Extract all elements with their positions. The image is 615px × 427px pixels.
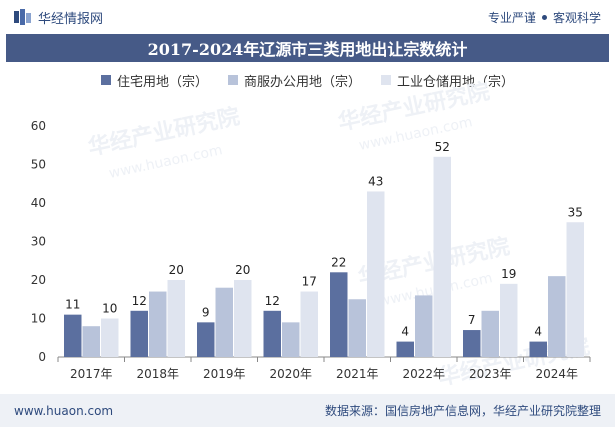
bar [566, 222, 584, 357]
x-tick-label: 2019年 [203, 367, 246, 381]
bar [282, 322, 300, 357]
bar [263, 310, 281, 357]
bar [215, 287, 233, 357]
bar-chart: 华经产业研究院 www.huaon.com 华经产业研究院 www.huaon.… [31, 78, 592, 390]
data-label: 20 [169, 263, 184, 277]
footer-url-link[interactable]: www.huaon.com [14, 403, 114, 418]
axis-layer: 0 10 20 30 40 50 60 2017年 2018年 2019年 2020年 2021年 20… [31, 119, 591, 381]
bar [234, 280, 252, 357]
data-label: 17 [302, 275, 317, 289]
tagline: 专业严谨 客观科学 [488, 9, 601, 26]
bar [348, 299, 366, 357]
top-bar: 华经情报网 专业严谨 客观科学 [0, 0, 615, 34]
chart-legend: 住宅用地（宗） 商服办公用地（宗） 工业仓储用地（宗） [0, 70, 615, 90]
bar [481, 310, 499, 357]
x-tick-label: 2018年 [136, 367, 179, 381]
bar [197, 322, 215, 357]
y-tick-label: 0 [38, 350, 46, 364]
brand-name: 华经情报网 [38, 11, 104, 27]
y-tick-label: 30 [31, 235, 46, 249]
tagline-right: 客观科学 [552, 10, 601, 25]
y-tick-label: 10 [31, 312, 46, 326]
bar [101, 318, 119, 357]
chart-title-bar: 2017-2024年辽源市三类用地出让宗数统计 [6, 34, 609, 62]
data-label: 43 [368, 174, 383, 188]
data-label: 10 [102, 302, 117, 316]
legend-swatch-residential [100, 75, 111, 85]
bar [149, 291, 167, 357]
chart-title: 2017-2024年辽源市三类用地出让宗数统计 [147, 40, 468, 59]
y-tick-label: 40 [31, 196, 46, 210]
bars-layer [64, 156, 584, 357]
bar [330, 272, 348, 357]
y-tick-label: 60 [31, 119, 46, 133]
bar [82, 326, 100, 357]
data-label: 52 [435, 140, 450, 154]
bar [64, 314, 82, 357]
legend-item-residential: 住宅用地（宗） [100, 71, 208, 90]
bar [529, 341, 547, 357]
data-label: 4 [534, 325, 542, 339]
x-tick-label: 2023年 [469, 367, 512, 381]
data-label: 22 [331, 255, 346, 269]
bar [300, 291, 318, 357]
x-tick-label: 2017年 [70, 367, 113, 381]
y-tick-label: 50 [31, 158, 46, 172]
bar [367, 191, 385, 357]
bar [415, 295, 433, 357]
data-label: 35 [568, 205, 583, 219]
data-label: 12 [265, 294, 280, 308]
x-tick-label: 2020年 [269, 367, 312, 381]
data-label: 12 [132, 294, 147, 308]
legend-label-industrial: 工业仓储用地（宗） [397, 74, 515, 90]
data-label: 19 [501, 267, 516, 281]
data-label: 11 [65, 298, 80, 312]
y-tick-label: 20 [31, 273, 46, 287]
brand-logo-icon [14, 9, 31, 25]
legend-label-residential: 住宅用地（宗） [116, 74, 208, 90]
data-labels-layer: 11 10 12 20 9 20 12 17 22 43 4 52 7 19 4 35 [65, 140, 583, 339]
footer-source: 数据来源：国信房地产信息网，华经产业研究院整理 [324, 404, 601, 418]
legend-item-industrial: 工业仓储用地（宗） [381, 71, 514, 90]
bar [167, 280, 185, 357]
bar [500, 283, 518, 357]
footer-bar: www.huaon.com 数据来源：国信房地产信息网，华经产业研究院整理 [0, 394, 615, 427]
bar [396, 341, 414, 357]
data-label: 20 [235, 263, 250, 277]
x-tick-label: 2022年 [402, 367, 445, 381]
separator-dot-icon [541, 14, 547, 20]
x-tick-label: 2021年 [336, 367, 379, 381]
brand[interactable]: 华经情报网 [14, 8, 103, 27]
legend-swatch-commercial [227, 75, 238, 85]
x-tick-label: 2024年 [535, 367, 578, 381]
data-label: 4 [401, 325, 409, 339]
data-label: 9 [202, 305, 210, 319]
data-label: 7 [468, 313, 476, 327]
legend-item-commercial: 商服办公用地（宗） [227, 71, 361, 90]
legend-swatch-industrial [381, 75, 391, 85]
bar [548, 276, 566, 357]
bar [130, 310, 148, 357]
bar [463, 330, 481, 357]
tagline-left: 专业严谨 [487, 10, 536, 25]
legend-label-commercial: 商服办公用地（宗） [243, 74, 361, 90]
bar [433, 156, 451, 357]
